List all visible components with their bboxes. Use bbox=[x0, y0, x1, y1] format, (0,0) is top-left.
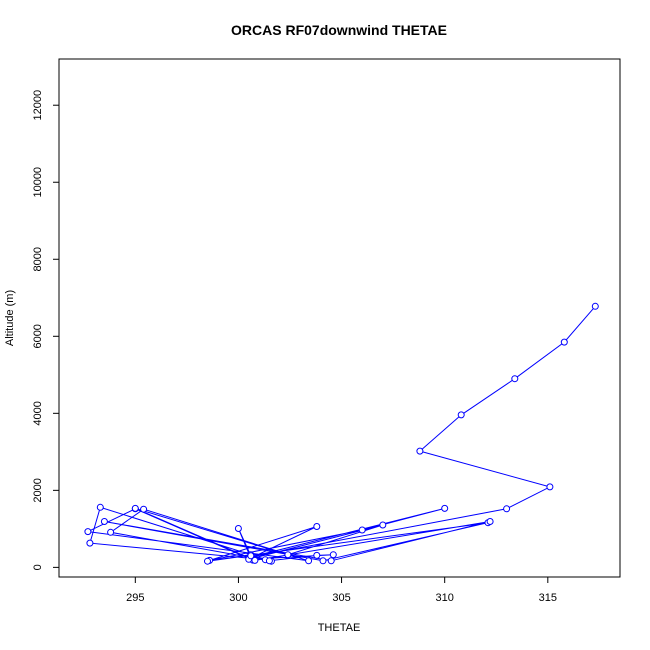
data-point bbox=[204, 557, 211, 565]
y-tick-label: 2000 bbox=[32, 478, 44, 502]
data-point bbox=[546, 483, 554, 491]
y-axis: 0 2000 4000 6000 8000 10000 12000 bbox=[32, 90, 59, 570]
data-point bbox=[313, 551, 321, 559]
y-tick-label: 12000 bbox=[32, 90, 44, 121]
data-point bbox=[313, 523, 321, 530]
data-point bbox=[319, 557, 327, 565]
data-point bbox=[560, 338, 568, 346]
data-point bbox=[265, 557, 273, 565]
data-point bbox=[100, 518, 108, 525]
data-point bbox=[284, 551, 292, 559]
series-layer bbox=[84, 302, 599, 565]
data-point bbox=[457, 411, 465, 419]
data-point bbox=[140, 505, 148, 513]
data-point bbox=[591, 302, 599, 310]
x-tick-label: 300 bbox=[229, 592, 247, 604]
plot-area-frame bbox=[58, 58, 621, 578]
y-tick-label: 6000 bbox=[32, 324, 44, 348]
y-tick-label: 10000 bbox=[32, 167, 44, 198]
y-axis-label: Altitude (m) bbox=[4, 290, 16, 346]
data-point bbox=[416, 447, 424, 455]
x-tick-label: 310 bbox=[436, 592, 454, 604]
x-tick-label: 305 bbox=[332, 592, 350, 604]
data-point bbox=[511, 375, 519, 383]
y-tick-label: 8000 bbox=[32, 247, 44, 271]
data-point bbox=[503, 505, 511, 513]
data-point bbox=[379, 521, 387, 529]
data-point bbox=[84, 528, 92, 536]
data-point bbox=[86, 539, 94, 547]
data-point bbox=[131, 504, 139, 512]
data-point bbox=[247, 552, 255, 560]
data-point bbox=[358, 526, 366, 534]
data-point bbox=[305, 557, 313, 565]
x-axis-label: THETAE bbox=[318, 622, 361, 634]
x-tick-label: 295 bbox=[126, 592, 144, 604]
series-line bbox=[86, 305, 596, 562]
data-point bbox=[234, 525, 242, 532]
data-point bbox=[96, 503, 104, 511]
y-tick-label: 4000 bbox=[32, 401, 44, 425]
chart-title: ORCAS RF07downwind THETAE bbox=[231, 22, 447, 38]
data-point bbox=[486, 518, 494, 525]
x-tick-label: 315 bbox=[539, 592, 557, 604]
data-point bbox=[441, 504, 449, 512]
data-point bbox=[327, 557, 335, 565]
data-point bbox=[107, 528, 115, 536]
x-axis: 295 300 305 310 315 bbox=[126, 577, 557, 604]
data-point bbox=[329, 551, 337, 559]
y-tick-label: 0 bbox=[32, 564, 44, 570]
